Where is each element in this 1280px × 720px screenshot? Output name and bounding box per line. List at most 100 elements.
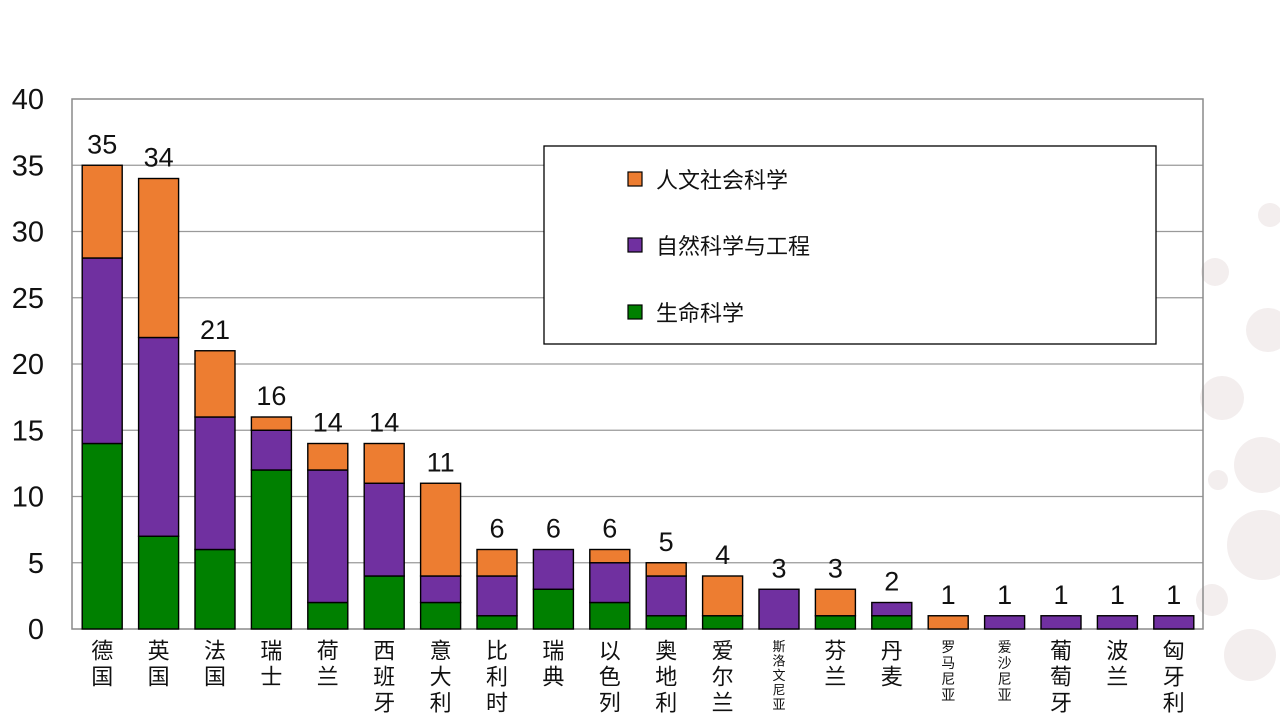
category-label: 波兰 [1106, 640, 1128, 691]
bar-segment [137, 336, 180, 537]
bar-segment [363, 482, 405, 577]
bar-segment [307, 442, 349, 471]
category-label: 意大利 [430, 640, 452, 717]
legend-swatch [627, 304, 643, 320]
bar-segment [589, 562, 631, 604]
bar-segment [194, 548, 236, 630]
bar-segment [814, 615, 857, 630]
bar-total-label: 2 [884, 567, 899, 597]
bars [81, 164, 1195, 630]
bar-segment [1096, 615, 1139, 630]
bar-total-label: 5 [659, 527, 674, 557]
category-label: 爱尔兰 [712, 640, 734, 717]
category-label: 瑞典 [542, 640, 564, 691]
bar-segment [363, 442, 405, 484]
y-tick-label: 35 [12, 150, 44, 182]
category-label: 奥地利 [655, 640, 677, 717]
decorative-circle [1258, 203, 1280, 227]
bar-segment [927, 615, 969, 630]
bar-segment [137, 535, 180, 630]
bar-segment [81, 257, 123, 445]
plot-area-frame [71, 98, 1204, 630]
legend-swatch [627, 171, 643, 187]
category-label: 以色列 [599, 640, 621, 717]
bar-segment [419, 575, 462, 604]
bar-segment [645, 615, 687, 630]
decorative-circle [1196, 584, 1228, 616]
bar-segment [363, 575, 405, 630]
bar-segment [871, 615, 913, 630]
y-tick-label: 5 [28, 548, 44, 580]
bar-total-label: 3 [828, 553, 843, 583]
bar-segment [983, 615, 1026, 630]
category-label: 荷兰 [317, 640, 339, 691]
category-label: 英国 [148, 640, 170, 691]
category-label: 斯洛文尼亚 [772, 640, 785, 713]
decorative-circle [1200, 376, 1244, 420]
bar-total-label: 3 [771, 553, 786, 583]
bar-segment [871, 601, 913, 617]
bar-segment [81, 164, 123, 259]
bar-segment [532, 588, 575, 630]
bar-segment [701, 615, 744, 630]
bar-segment [1153, 615, 1195, 630]
bar-segment [814, 588, 857, 617]
bar-segment [645, 562, 687, 577]
bar-segment [476, 548, 518, 577]
category-label: 芬兰 [824, 640, 846, 691]
legend-label: 自然科学与工程 [656, 235, 810, 260]
bar-segment [532, 548, 575, 590]
bar-total-label: 4 [715, 540, 730, 570]
legend-label: 生命科学 [656, 302, 744, 327]
bar-segment [589, 601, 631, 630]
bar-total-label: 6 [546, 514, 561, 544]
bar-segment [701, 575, 744, 617]
category-label: 比利时 [486, 640, 508, 717]
bar-segment [137, 177, 180, 339]
bar-total-label: 1 [1166, 580, 1181, 610]
y-tick-label: 25 [12, 283, 44, 315]
decorative-circle [1227, 510, 1280, 580]
y-tick-label: 0 [28, 614, 44, 646]
y-tick-label: 10 [12, 482, 44, 514]
y-axis-ticks: 0 5 10 15 20 25 30 35 40 [12, 84, 44, 646]
bar-segment [419, 482, 462, 577]
bar-total-label: 11 [427, 447, 455, 477]
bar-total-label: 1 [1110, 580, 1125, 610]
bar-segment [307, 469, 349, 604]
bar-segment [476, 615, 518, 630]
bar-segment [81, 442, 123, 630]
category-label: 爱沙尼亚 [998, 640, 1012, 704]
bar-total-label: 35 [87, 129, 117, 159]
bar-total-label: 1 [1053, 580, 1068, 610]
decorative-circle [1224, 629, 1276, 681]
decorative-circle [1246, 308, 1280, 352]
legend-label: 人文社会科学 [656, 169, 788, 194]
bar-segment [589, 548, 631, 564]
bar-total-label: 6 [489, 514, 504, 544]
decorative-circle [1208, 470, 1228, 490]
legend-swatch [627, 237, 643, 253]
category-label: 罗马尼亚 [941, 640, 955, 704]
bar-segment [645, 575, 687, 617]
category-label: 葡萄牙 [1050, 640, 1072, 717]
y-tick-label: 15 [12, 415, 44, 447]
y-tick-label: 30 [12, 217, 44, 249]
decorative-circle [1201, 258, 1229, 286]
category-label: 西班牙 [373, 640, 395, 717]
category-label: 匈牙利 [1163, 640, 1185, 717]
background-decoration [1196, 203, 1280, 681]
bar-segment [419, 601, 462, 630]
bar-segment [194, 416, 236, 551]
bar-total-label: 21 [200, 315, 230, 345]
bar-segment [250, 429, 293, 471]
legend-box [543, 145, 1157, 345]
bar-total-label: 1 [941, 580, 956, 610]
y-tick-label: 40 [12, 84, 44, 116]
bar-total-label: 6 [602, 514, 617, 544]
bar-segment [250, 416, 293, 431]
